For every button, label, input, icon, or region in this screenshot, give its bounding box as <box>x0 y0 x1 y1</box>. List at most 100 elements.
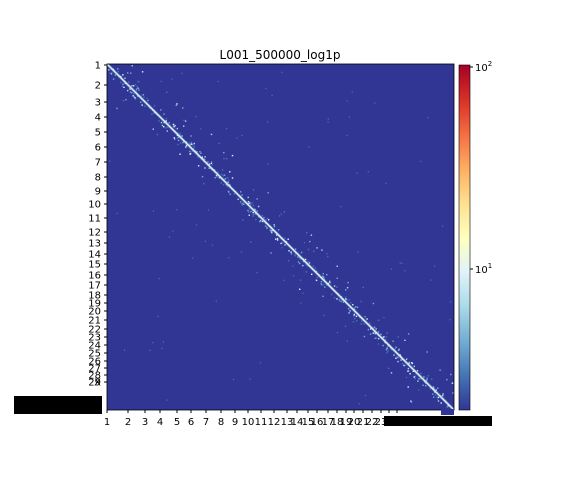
contact-speckle <box>223 184 224 185</box>
contact-speckle <box>196 224 197 225</box>
contact-speckle <box>113 78 114 79</box>
col-tick-label: 3 <box>142 417 148 428</box>
contact-speckle <box>242 204 243 205</box>
contact-speckle <box>404 340 405 341</box>
contact-speckle <box>109 160 110 161</box>
contact-speckle <box>313 266 314 267</box>
contact-speckle <box>280 243 281 244</box>
contact-speckle <box>200 153 201 154</box>
contact-speckle <box>274 226 275 227</box>
contact-speckle <box>223 152 224 153</box>
row-tick-label: 11 <box>88 214 101 225</box>
contact-speckle <box>408 368 409 369</box>
contact-speckle <box>251 202 252 203</box>
contact-speckle <box>253 214 254 215</box>
contact-speckle <box>153 211 154 212</box>
contact-speckle <box>266 227 267 228</box>
colorbar-label-10: 101 <box>475 262 492 276</box>
contact-speckle <box>144 106 145 107</box>
contact-speckle <box>124 78 125 79</box>
contact-speckle <box>298 261 299 262</box>
col-tick-label: 12 <box>268 417 281 428</box>
contact-speckle <box>174 137 175 138</box>
contact-speckle <box>324 286 325 287</box>
contact-speckle <box>142 71 143 72</box>
col-tick-label: 4 <box>157 417 163 428</box>
contact-speckle <box>415 378 416 379</box>
row-tick-label: 13 <box>88 239 101 250</box>
contact-speckle <box>386 349 387 350</box>
contact-speckle <box>321 281 322 282</box>
contact-speckle <box>198 165 199 166</box>
contact-speckle <box>211 161 212 162</box>
contact-speckle <box>327 253 328 254</box>
contact-speckle <box>257 272 258 273</box>
contact-speckle <box>259 221 260 222</box>
contact-speckle <box>221 174 222 175</box>
contact-speckle <box>347 287 348 288</box>
row-tick-label: 5 <box>95 128 101 139</box>
contact-speckle <box>249 202 250 203</box>
contact-speckle <box>352 304 353 305</box>
contact-speckle <box>417 380 418 381</box>
contact-speckle <box>223 158 224 159</box>
contact-speckle <box>228 179 229 180</box>
contact-speckle <box>177 144 178 145</box>
row-tick-label: 2 <box>95 81 101 92</box>
contact-speckle <box>230 194 231 195</box>
contact-speckle <box>176 105 177 106</box>
contact-speckle <box>346 299 347 300</box>
contact-speckle <box>446 379 447 380</box>
contact-speckle <box>348 308 349 309</box>
col-tick-label: 9 <box>232 417 238 428</box>
contact-speckle <box>185 120 186 121</box>
contact-speckle <box>375 328 376 329</box>
contact-speckle <box>395 347 396 348</box>
contact-speckle <box>208 210 209 211</box>
contact-speckle <box>153 129 154 130</box>
contact-speckle <box>300 279 301 280</box>
contact-speckle <box>420 161 421 162</box>
contact-speckle <box>306 232 307 233</box>
contact-speckle <box>321 249 322 250</box>
contact-speckle <box>282 242 283 243</box>
contact-speckle <box>157 316 158 317</box>
contact-speckle <box>157 134 158 135</box>
contact-speckle <box>248 201 249 202</box>
contact-speckle <box>316 247 317 248</box>
contact-speckle <box>291 253 292 254</box>
contact-speckle <box>309 241 310 242</box>
contact-speckle <box>238 199 239 200</box>
contact-speckle <box>316 280 317 281</box>
contact-speckle <box>268 192 269 193</box>
contact-speckle <box>117 68 118 69</box>
contact-speckle <box>411 362 412 363</box>
contact-speckle <box>302 265 303 266</box>
contact-speckle <box>243 204 244 205</box>
contact-speckle <box>352 92 353 93</box>
contact-speckle <box>347 282 348 283</box>
contact-speckle <box>191 144 192 145</box>
contact-speckle <box>123 87 124 88</box>
contact-speckle <box>226 128 227 129</box>
contact-speckle <box>171 79 172 80</box>
contact-speckle <box>229 171 230 172</box>
row-tick-label: 4 <box>95 113 101 124</box>
contact-speckle <box>406 359 407 360</box>
contact-speckle <box>368 171 369 172</box>
contact-speckle <box>430 280 431 281</box>
contact-speckle <box>173 124 174 125</box>
contact-speckle <box>108 69 109 70</box>
contact-speckle <box>304 242 305 243</box>
contact-speckle <box>288 260 289 261</box>
contact-speckle <box>418 390 419 391</box>
contact-speckle <box>383 317 384 318</box>
contact-speckle <box>423 376 424 377</box>
contact-speckle <box>354 314 355 315</box>
contact-speckle <box>370 333 371 334</box>
contact-speckle <box>178 140 179 141</box>
contact-speckle <box>404 365 405 366</box>
contact-speckle <box>388 350 389 351</box>
contact-speckle <box>281 213 282 214</box>
contact-speckle <box>426 377 427 378</box>
